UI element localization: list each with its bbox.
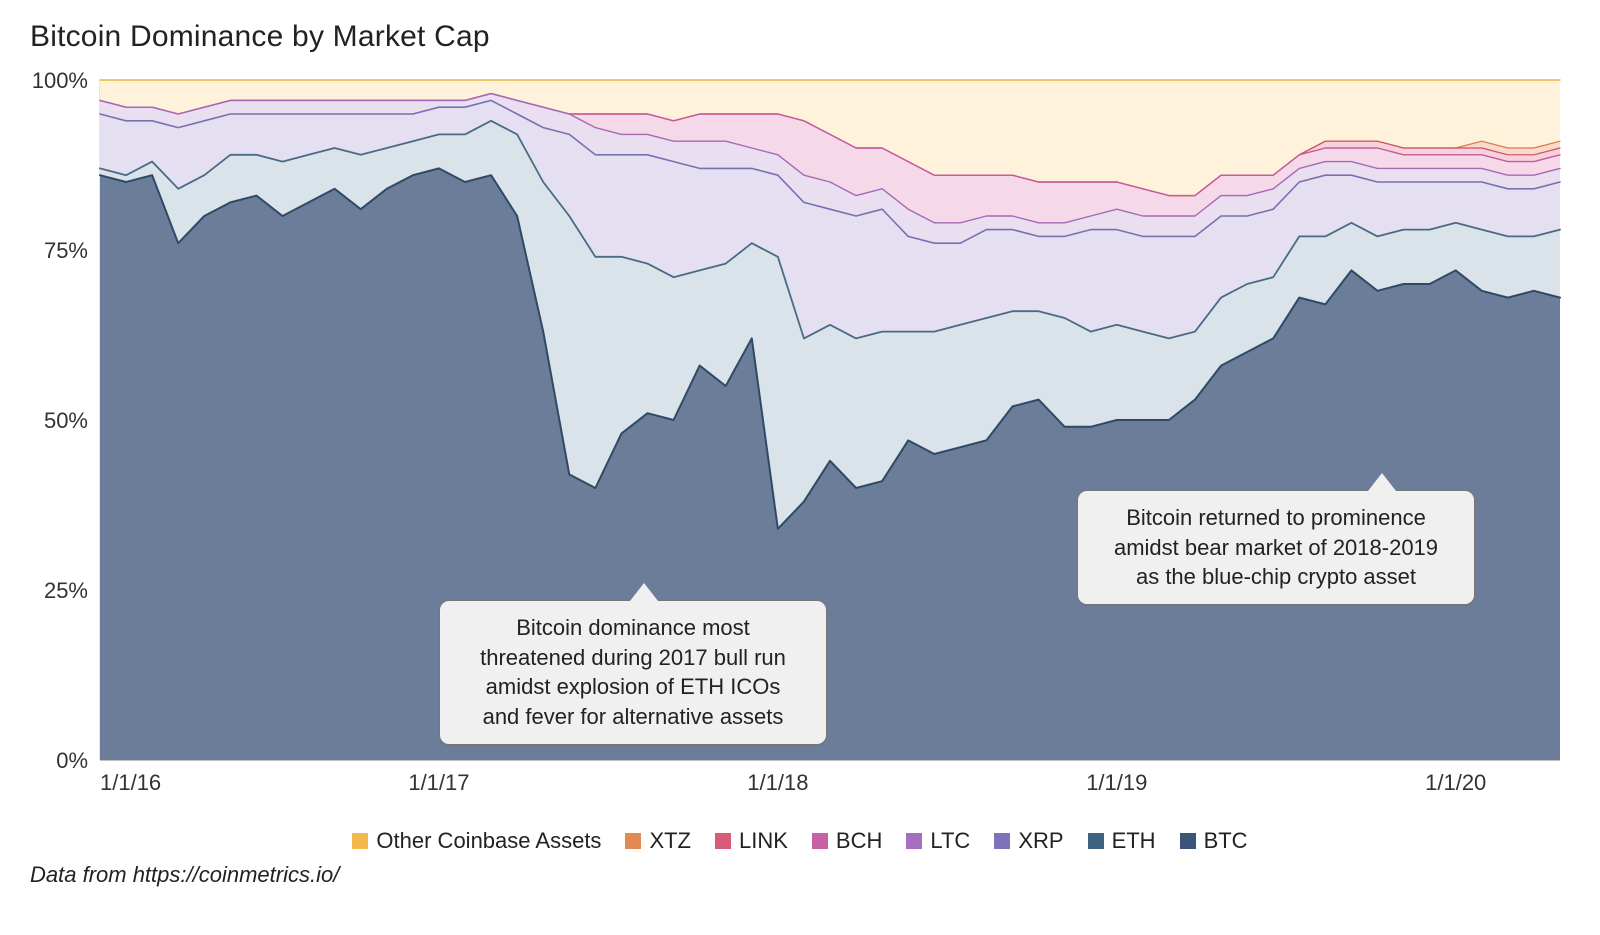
annotation-2018-bear: Bitcoin returned to prominenceamidst bea… — [1077, 490, 1475, 605]
legend-swatch — [715, 833, 731, 849]
legend-label: LINK — [739, 828, 788, 854]
svg-text:1/1/17: 1/1/17 — [408, 770, 469, 795]
chart-container: 0% 25% 50% 75% 100% 1/1/16 1/1/17 1/1/18 1/1/19 1… — [30, 60, 1570, 820]
svg-text:1/1/16: 1/1/16 — [100, 770, 161, 795]
legend-label: XRP — [1018, 828, 1063, 854]
legend-label: ETH — [1112, 828, 1156, 854]
annotation-text: Bitcoin returned to prominenceamidst bea… — [1114, 505, 1438, 589]
legend-swatch — [352, 833, 368, 849]
svg-text:1/1/19: 1/1/19 — [1086, 770, 1147, 795]
legend-item-btc: BTC — [1180, 828, 1248, 854]
legend-swatch — [625, 833, 641, 849]
legend-swatch — [994, 833, 1010, 849]
legend-item-bch: BCH — [812, 828, 882, 854]
legend-item-link: LINK — [715, 828, 788, 854]
legend-item-other: Other Coinbase Assets — [352, 828, 601, 854]
svg-text:0%: 0% — [56, 748, 88, 773]
svg-text:75%: 75% — [44, 238, 88, 263]
annotation-tail — [1368, 473, 1396, 491]
legend-item-eth: ETH — [1088, 828, 1156, 854]
annotation-tail — [630, 583, 658, 601]
legend-swatch — [1088, 833, 1104, 849]
legend-label: XTZ — [649, 828, 691, 854]
legend-item-xtz: XTZ — [625, 828, 691, 854]
legend-item-ltc: LTC — [906, 828, 970, 854]
legend-label: Other Coinbase Assets — [376, 828, 601, 854]
svg-text:1/1/18: 1/1/18 — [747, 770, 808, 795]
legend-label: LTC — [930, 828, 970, 854]
legend: Other Coinbase Assets XTZ LINK BCH LTC XRP ETH… — [30, 828, 1570, 854]
legend-swatch — [812, 833, 828, 849]
annotation-text: Bitcoin dominance mostthreatened during … — [480, 615, 786, 729]
legend-swatch — [1180, 833, 1196, 849]
legend-swatch — [906, 833, 922, 849]
legend-item-xrp: XRP — [994, 828, 1063, 854]
svg-text:50%: 50% — [44, 408, 88, 433]
data-source-footer: Data from https://coinmetrics.io/ — [30, 862, 1570, 888]
legend-label: BCH — [836, 828, 882, 854]
svg-text:100%: 100% — [32, 68, 88, 93]
svg-text:25%: 25% — [44, 578, 88, 603]
legend-label: BTC — [1204, 828, 1248, 854]
chart-title: Bitcoin Dominance by Market Cap — [30, 20, 1570, 54]
svg-text:1/1/20: 1/1/20 — [1425, 770, 1486, 795]
annotation-2017-bullrun: Bitcoin dominance mostthreatened during … — [439, 600, 827, 745]
